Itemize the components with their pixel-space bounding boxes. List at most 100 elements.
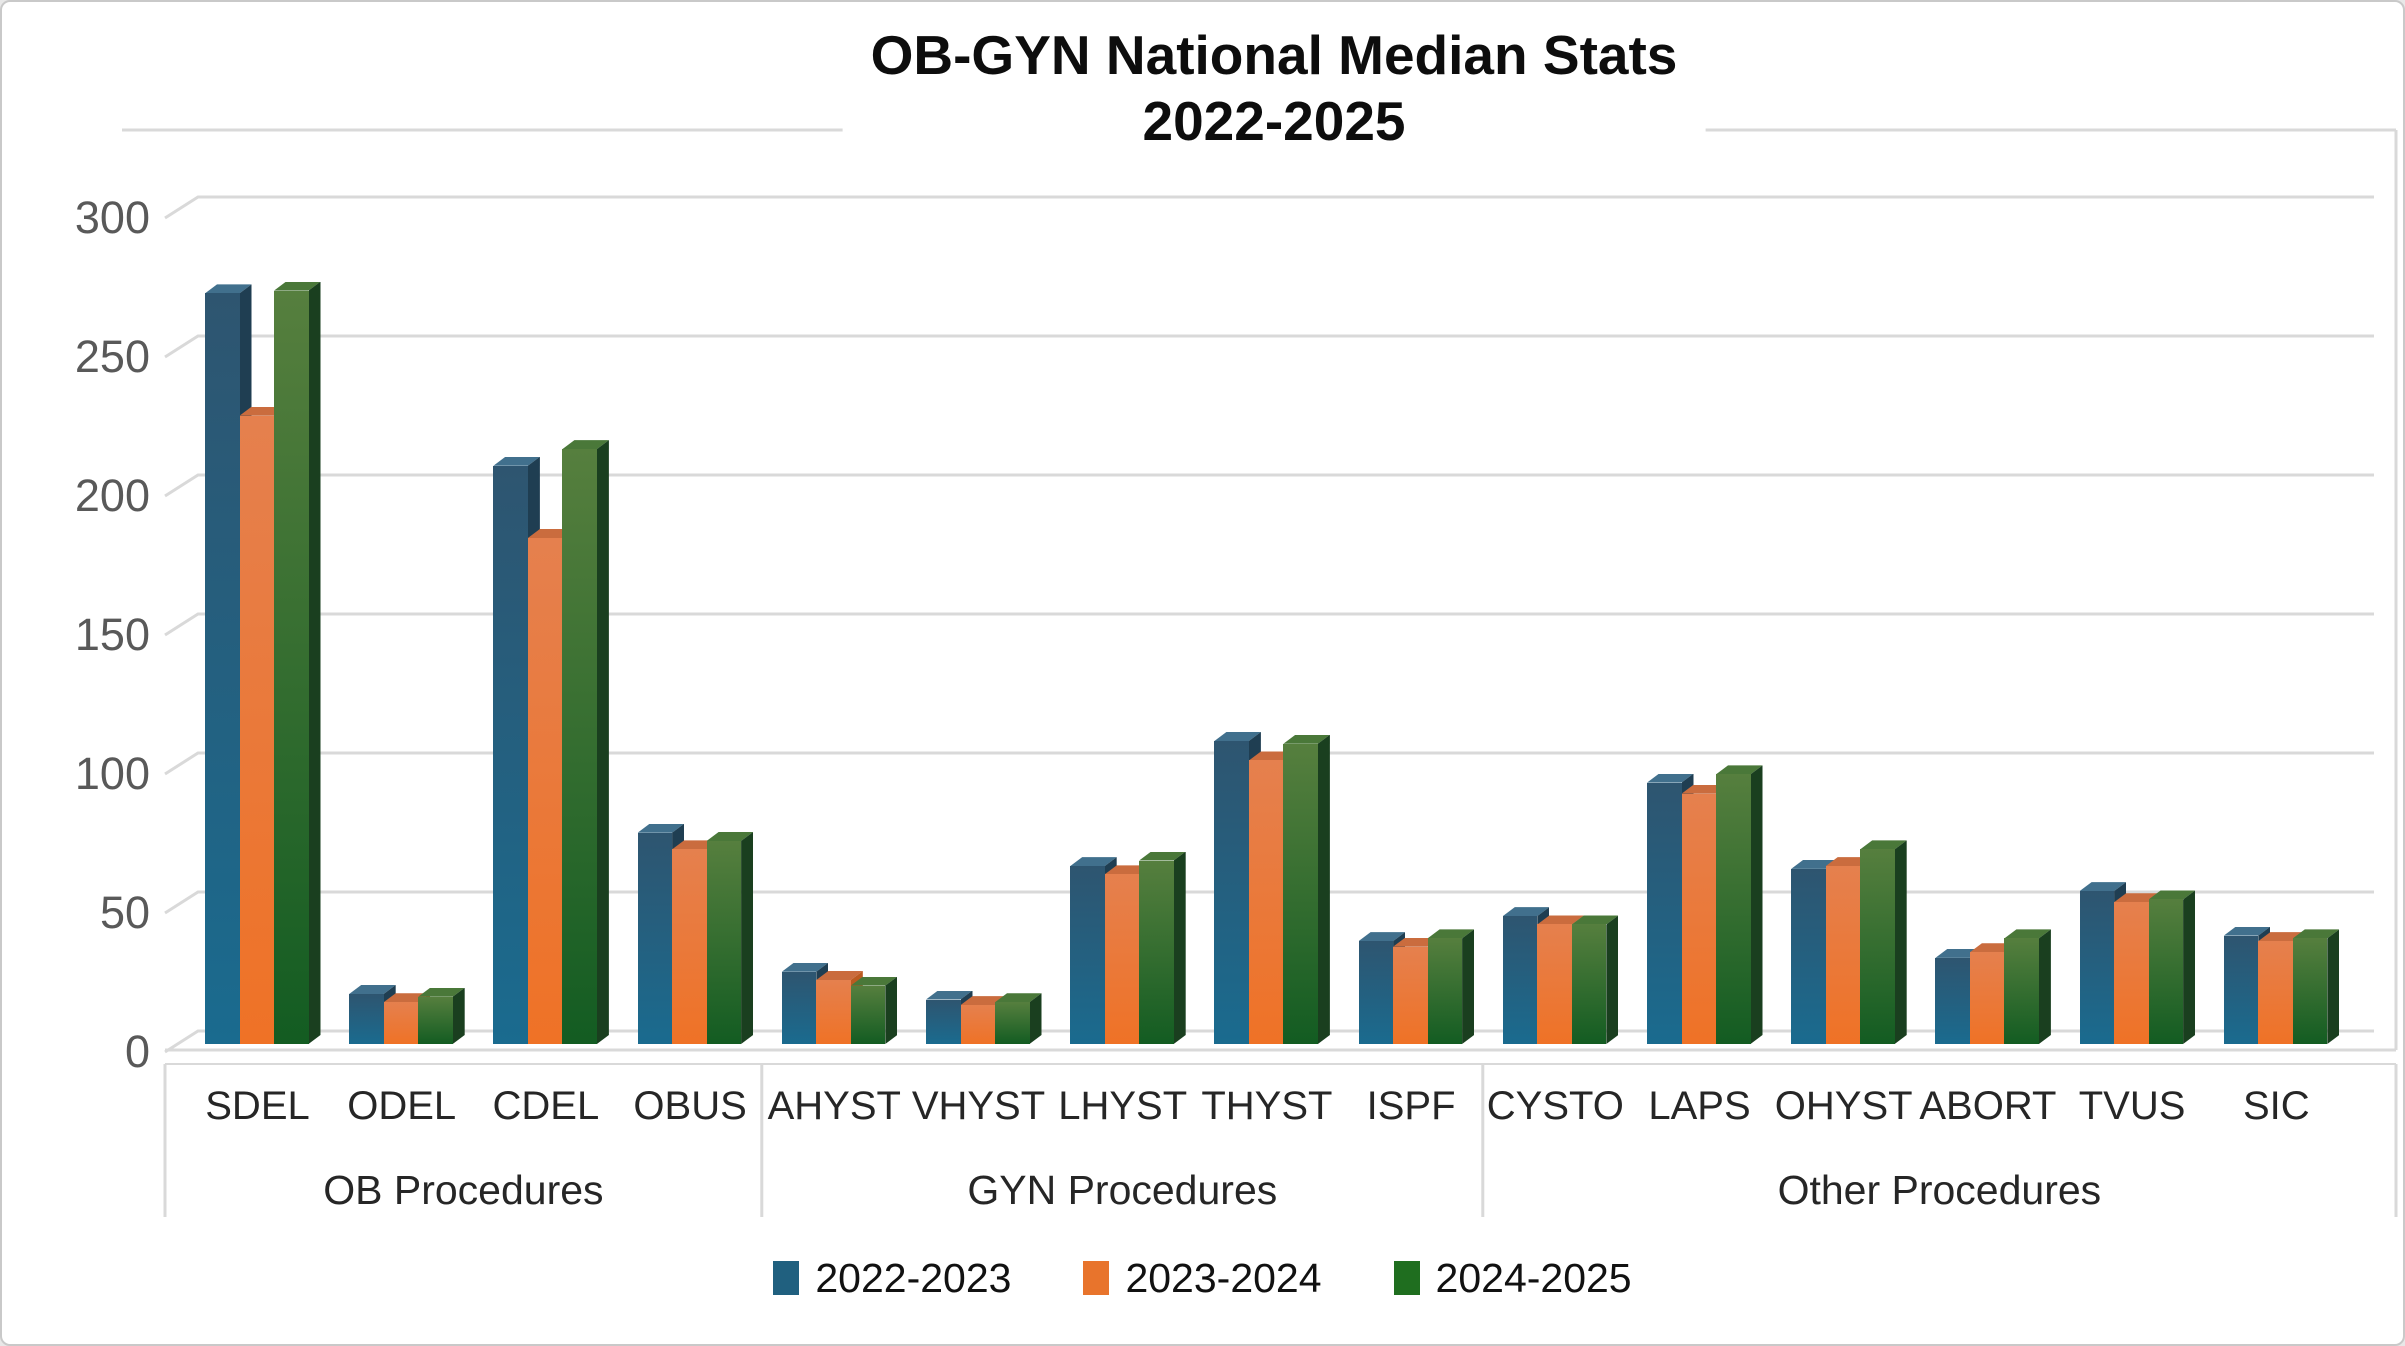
bar-top-face xyxy=(527,529,574,539)
bar-top-face xyxy=(274,281,321,291)
bar-CYSTO-2024-2025 xyxy=(1571,915,1619,1044)
bar-top-face xyxy=(1681,784,1728,794)
gridline xyxy=(164,195,2374,220)
bar-front-face xyxy=(562,449,597,1044)
legend-swatch-2024-2025 xyxy=(1393,1261,1420,1295)
bar-OBUS-2024-2025 xyxy=(706,832,754,1044)
bar-front-face xyxy=(205,293,240,1044)
bar-front-face xyxy=(816,980,851,1044)
bar-top-face xyxy=(2258,932,2305,942)
bar-top-face xyxy=(2223,926,2270,936)
bar-ODEL-2024-2025 xyxy=(418,987,465,1044)
bar-TVUS-2024-2025 xyxy=(2148,890,2196,1044)
bar-front-face xyxy=(2148,899,2184,1044)
bar-top-face xyxy=(349,984,396,994)
bar-top-face xyxy=(418,987,465,997)
bar-top-face xyxy=(493,456,540,466)
bar-top-face xyxy=(2004,929,2051,939)
bar-top-face xyxy=(1825,857,1872,867)
legend-item-2023-2024: 2023-2024 xyxy=(1083,1255,1322,1301)
bar-front-face xyxy=(995,1002,1030,1044)
bar-top-face xyxy=(1214,731,1261,741)
bar-front-face xyxy=(418,996,453,1044)
bar-side-face xyxy=(2327,929,2340,1044)
bar-side-face xyxy=(452,987,465,1044)
chart-title-line2: 2022-2025 xyxy=(1142,90,1406,152)
gridline xyxy=(164,473,2374,498)
bar-front-face xyxy=(960,1005,995,1044)
bar-top-face xyxy=(1935,948,1982,958)
legend-label: 2023-2024 xyxy=(1125,1255,1322,1301)
bar-front-face xyxy=(850,985,886,1044)
bar-top-face xyxy=(1358,932,1405,942)
bar-top-face xyxy=(2292,929,2339,939)
bar-side-face xyxy=(2038,929,2051,1044)
bar-top-face xyxy=(960,996,1007,1006)
bar-top-face xyxy=(1969,943,2016,953)
gridline xyxy=(164,751,2374,776)
bar-top-face xyxy=(706,832,753,842)
bar-front-face xyxy=(1969,952,2005,1044)
bar-top-face xyxy=(1139,851,1186,861)
bar-LHYST-2024-2025 xyxy=(1139,851,1186,1044)
bar-front-face xyxy=(1393,946,1428,1044)
bar-top-face xyxy=(1537,915,1584,925)
bar-top-face xyxy=(1716,765,1763,775)
bar-AHYST-2024-2025 xyxy=(850,976,898,1044)
bar-front-face xyxy=(2114,902,2149,1044)
bar-front-face xyxy=(926,999,961,1044)
bar-front-face xyxy=(349,993,384,1044)
bar-front-face xyxy=(239,415,274,1044)
bar-SIC-2024-2025 xyxy=(2292,929,2340,1044)
bar-front-face xyxy=(1681,793,1716,1044)
bar-side-face xyxy=(1173,851,1186,1044)
bar-front-face xyxy=(1825,866,1861,1044)
bar-top-face xyxy=(1427,929,1474,939)
bar-side-face xyxy=(1317,734,1330,1044)
bar-side-face xyxy=(1462,929,1475,1044)
bar-side-face xyxy=(2183,890,2196,1044)
bar-front-face xyxy=(706,841,742,1044)
bar-LAPS-2024-2025 xyxy=(1716,765,1763,1044)
bar-CDEL-2024-2025 xyxy=(562,440,609,1044)
bar-front-face xyxy=(1104,874,1140,1044)
bar-front-face xyxy=(1647,782,1682,1044)
bar-top-face xyxy=(1647,773,1694,783)
chart-title-line1: OB-GYN National Median Stats xyxy=(870,24,1678,86)
bar-front-face xyxy=(274,290,309,1044)
bar-top-face xyxy=(1502,907,1549,917)
legend: 2022-2023 2023-2024 2024-2025 xyxy=(2,1256,2403,1300)
bar-front-face xyxy=(1283,743,1318,1044)
legend-swatch-2023-2024 xyxy=(1083,1261,1110,1295)
bar-top-face xyxy=(1791,859,1838,869)
bar-side-face xyxy=(1894,840,1907,1044)
bar-side-face xyxy=(596,440,609,1044)
bar-side-face xyxy=(308,281,321,1044)
bar-front-face xyxy=(493,465,528,1044)
bar-top-face xyxy=(1571,915,1618,925)
bar-front-face xyxy=(637,832,673,1044)
bar-OHYST-2024-2025 xyxy=(1860,840,1907,1044)
bar-top-face xyxy=(2148,890,2195,900)
bar-front-face xyxy=(672,849,707,1044)
legend-label: 2024-2025 xyxy=(1435,1255,1632,1301)
legend-swatch-2022-2023 xyxy=(773,1261,800,1295)
bar-front-face xyxy=(1248,760,1284,1044)
bar-top-face xyxy=(1283,734,1330,744)
bar-front-face xyxy=(1571,924,1607,1044)
bar-top-face xyxy=(1070,857,1117,867)
bar-top-face xyxy=(995,993,1042,1003)
gridline xyxy=(164,612,2374,637)
bar-VHYST-2024-2025 xyxy=(995,993,1042,1044)
bar-top-face xyxy=(2079,882,2126,892)
bar-front-face xyxy=(1935,957,1970,1044)
bar-THYST-2024-2025 xyxy=(1283,734,1330,1044)
bar-front-face xyxy=(2258,941,2293,1044)
bar-ABORT-2024-2025 xyxy=(2004,929,2051,1044)
bar-side-face xyxy=(1750,765,1763,1044)
bar-front-face xyxy=(1502,916,1538,1044)
bar-front-face xyxy=(1214,740,1249,1044)
chart-title: OB-GYN National Median Stats 2022-2025 xyxy=(842,22,1706,154)
